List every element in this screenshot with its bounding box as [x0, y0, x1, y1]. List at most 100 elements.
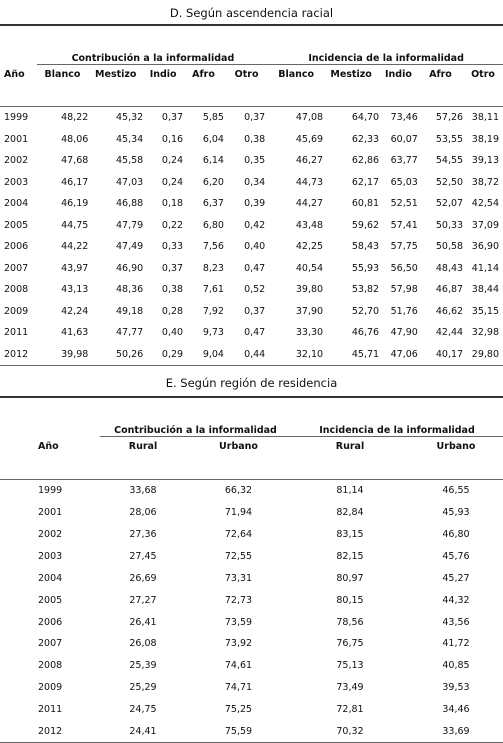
- value-cell: 52,07: [435, 198, 464, 210]
- value-cell: 53,82: [351, 284, 380, 296]
- value-cell: 55,93: [351, 262, 380, 274]
- value-cell: 6,37: [202, 198, 224, 210]
- value-cell: 32,98: [471, 327, 499, 339]
- value-cell: 45,76: [442, 550, 470, 562]
- column-header: Urbano: [219, 441, 258, 453]
- value-cell: 37,09: [471, 219, 499, 231]
- value-cell: 45,27: [442, 572, 470, 584]
- value-cell: 0,24: [161, 155, 184, 167]
- table-row: 2008 43,13 48,36 0,38 7,61 0,52 39,80 53,82 57,9…: [0, 279, 503, 301]
- value-cell: 82,15: [336, 550, 364, 562]
- value-cell: 0,40: [244, 241, 266, 253]
- value-cell: 9,04: [202, 348, 224, 360]
- value-cell: 48,22: [61, 112, 89, 124]
- value-cell: 49,18: [116, 305, 144, 317]
- value-cell: 0,52: [244, 284, 266, 296]
- column-header: Blanco: [44, 69, 81, 80]
- value-cell: 0,37: [244, 112, 266, 124]
- value-cell: 0,22: [161, 219, 184, 231]
- value-cell: 6,04: [202, 133, 224, 145]
- column-header: Afro: [429, 69, 452, 80]
- year-cell: 2009: [38, 682, 63, 694]
- race-contribution-header: Contribución a la informalidad: [36, 47, 270, 65]
- table-row: 2005 44,75 47,79 0,22 6,80 0,42 43,48 59,62 57,4…: [0, 215, 503, 237]
- value-cell: 6,14: [202, 155, 224, 167]
- value-cell: 0,38: [161, 284, 184, 296]
- table-row: 2007 43,97 46,90 0,37 8,23 0,47 40,54 55,93 56,5…: [0, 258, 503, 280]
- value-cell: 0,42: [244, 219, 266, 231]
- column-header: Mestizo: [330, 69, 372, 80]
- value-cell: 7,61: [202, 284, 224, 296]
- column-header: Otro: [234, 69, 259, 80]
- year-cell: 2007: [4, 262, 29, 274]
- value-cell: 43,97: [61, 262, 89, 274]
- value-cell: 72,81: [336, 704, 364, 716]
- year-cell: 2006: [4, 241, 29, 253]
- value-cell: 64,70: [351, 112, 380, 124]
- value-cell: 41,72: [442, 638, 470, 650]
- value-cell: 38,44: [471, 284, 499, 296]
- value-cell: 33,30: [295, 327, 324, 339]
- value-cell: 52,50: [435, 176, 464, 188]
- value-cell: 7,92: [202, 305, 224, 317]
- value-cell: 0,39: [244, 198, 266, 210]
- table-row: 2007 26,08 73,92 76,75 41,72: [0, 633, 503, 655]
- value-cell: 26,08: [129, 638, 157, 650]
- value-cell: 46,19: [61, 198, 89, 210]
- value-cell: 58,43: [351, 241, 380, 253]
- value-cell: 0,35: [244, 155, 266, 167]
- column-header: Mestizo: [95, 69, 137, 80]
- value-cell: 73,46: [390, 112, 418, 124]
- race-table: Contribución a la informalidad Incidenci…: [0, 24, 503, 365]
- value-cell: 46,80: [442, 529, 470, 540]
- value-cell: 82,84: [336, 507, 364, 519]
- value-cell: 46,90: [116, 262, 144, 274]
- value-cell: 39,98: [61, 348, 89, 360]
- year-cell: 2005: [38, 594, 63, 606]
- value-cell: 0,44: [244, 348, 266, 360]
- value-cell: 78,56: [336, 616, 364, 628]
- value-cell: 48,43: [435, 262, 464, 274]
- value-cell: 42,44: [435, 327, 464, 339]
- table-row: 2006 44,22 47,49 0,33 7,56 0,40 42,25 58,43 57,7…: [0, 236, 503, 258]
- value-cell: 46,62: [435, 305, 464, 317]
- value-cell: 80,15: [336, 594, 364, 606]
- value-cell: 38,72: [471, 176, 499, 188]
- value-cell: 9,73: [202, 327, 224, 339]
- value-cell: 63,77: [390, 155, 418, 167]
- value-cell: 62,17: [351, 176, 380, 188]
- value-cell: 40,54: [295, 262, 324, 274]
- value-cell: 42,54: [471, 198, 499, 210]
- section-d-title: D. Según ascendencia racial: [169, 6, 334, 20]
- table-row: 1999 48,22 45,32 0,37 5,85 0,37 47,08 64,70 73,4…: [0, 107, 503, 129]
- value-cell: 0,37: [161, 112, 184, 124]
- value-cell: 52,70: [351, 305, 380, 317]
- value-cell: 59,62: [351, 219, 380, 231]
- value-cell: 0,33: [161, 241, 184, 253]
- value-cell: 45,32: [116, 112, 144, 124]
- value-cell: 72,73: [224, 594, 253, 606]
- value-cell: 24,41: [129, 726, 157, 738]
- year-cell: 2012: [38, 726, 63, 738]
- year-cell: 2002: [4, 155, 29, 167]
- value-cell: 38,11: [471, 112, 499, 124]
- value-cell: 33,68: [129, 485, 157, 497]
- table-row: 2011 41,63 47,77 0,40 9,73 0,47 33,30 46,76 47,9…: [0, 322, 503, 344]
- region-incidence-header: Incidencia de la informalidad: [291, 419, 503, 437]
- value-cell: 44,32: [442, 594, 470, 606]
- region-column-headers: Año Rural Urbano Rural Urbano: [0, 436, 503, 457]
- column-header: Blanco: [278, 69, 315, 80]
- value-cell: 60,81: [351, 198, 380, 210]
- value-cell: 46,27: [295, 155, 324, 167]
- value-cell: 46,88: [116, 198, 144, 210]
- table-row: 2003 46,17 47,03 0,24 6,20 0,34 44,73 62,17 65,0…: [0, 172, 503, 194]
- value-cell: 39,53: [442, 682, 470, 694]
- value-cell: 57,98: [390, 284, 418, 296]
- value-cell: 40,17: [435, 348, 464, 360]
- value-cell: 7,56: [202, 241, 224, 253]
- year-cell: 2002: [38, 529, 63, 540]
- value-cell: 76,75: [336, 638, 364, 650]
- value-cell: 26,69: [129, 572, 157, 584]
- year-cell: 2012: [4, 348, 29, 360]
- year-cell: 2001: [4, 133, 29, 145]
